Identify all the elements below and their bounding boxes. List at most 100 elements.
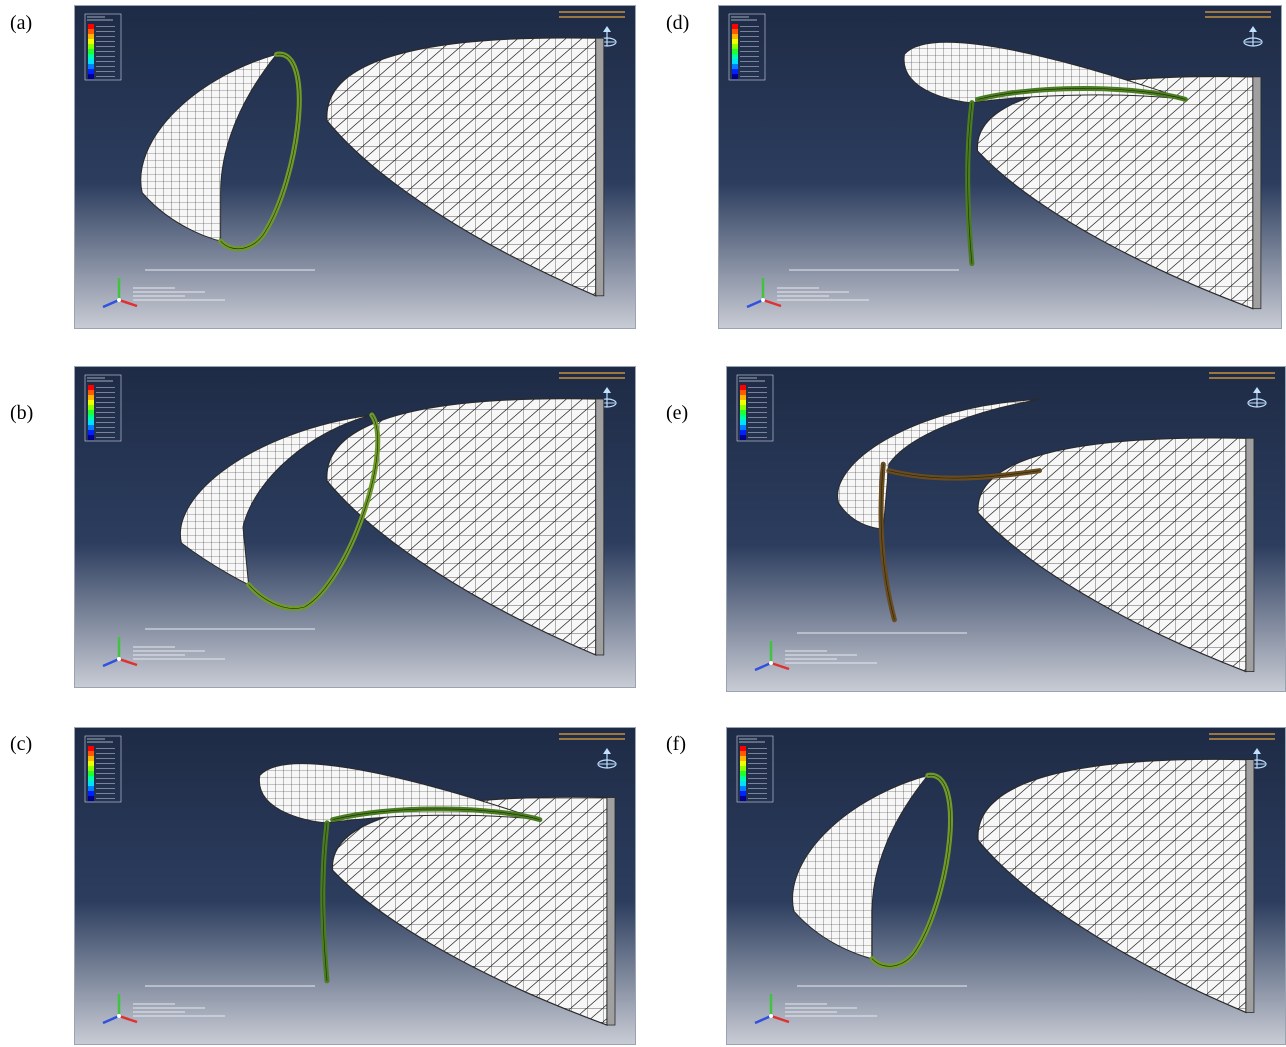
annotation-text bbox=[133, 985, 315, 1017]
fixed-shell bbox=[977, 437, 1247, 673]
axis-triad-icon bbox=[754, 994, 790, 1025]
legend-swatch bbox=[88, 59, 94, 64]
axis-triad-icon bbox=[754, 641, 790, 672]
legend-swatch bbox=[732, 64, 738, 69]
legend-swatch bbox=[88, 415, 94, 420]
legend-swatch bbox=[88, 44, 94, 49]
shell-edge bbox=[1245, 437, 1255, 672]
legend-swatch bbox=[740, 400, 746, 405]
contour-legend bbox=[84, 735, 122, 803]
legend-swatch bbox=[88, 751, 94, 756]
legend-swatch bbox=[732, 39, 738, 44]
panel-label-d: (d) bbox=[666, 12, 690, 34]
simulation-viewport-a bbox=[74, 5, 636, 329]
legend-swatch bbox=[740, 756, 746, 761]
contour-legend bbox=[736, 374, 774, 442]
stressed-band-edge bbox=[871, 775, 951, 967]
legend-swatch bbox=[88, 395, 94, 400]
step-time-text bbox=[1209, 733, 1275, 740]
annotation-text bbox=[133, 269, 315, 301]
legend-swatch bbox=[88, 771, 94, 776]
legend-swatch bbox=[740, 395, 746, 400]
legend-swatch bbox=[88, 54, 94, 59]
legend-swatch bbox=[88, 746, 94, 751]
axis-triad-icon bbox=[102, 637, 138, 668]
legend-swatch bbox=[88, 435, 94, 440]
legend-swatch bbox=[88, 34, 94, 39]
legend-swatch bbox=[740, 761, 746, 766]
legend-swatch bbox=[88, 776, 94, 781]
legend-swatch bbox=[740, 390, 746, 395]
legend-swatch bbox=[88, 39, 94, 44]
annotation-text bbox=[133, 628, 315, 660]
legend-swatch bbox=[88, 761, 94, 766]
legend-swatch bbox=[740, 791, 746, 796]
legend-swatch bbox=[740, 796, 746, 801]
legend-swatch bbox=[740, 771, 746, 776]
legend-swatch bbox=[88, 69, 94, 74]
contour-legend bbox=[84, 374, 122, 442]
deforming-flap bbox=[179, 414, 372, 586]
legend-swatch bbox=[88, 796, 94, 801]
legend-swatch bbox=[732, 44, 738, 49]
legend-swatch bbox=[88, 405, 94, 410]
step-time-text bbox=[559, 372, 625, 379]
axis-triad-icon bbox=[102, 278, 138, 309]
view-cube-icon bbox=[597, 748, 617, 769]
legend-swatch bbox=[88, 425, 94, 430]
stressed-band-edge bbox=[248, 414, 379, 609]
legend-swatch bbox=[732, 69, 738, 74]
shell-edge bbox=[1252, 76, 1262, 310]
legend-swatch bbox=[740, 766, 746, 771]
legend-swatch bbox=[88, 29, 94, 34]
legend-swatch bbox=[740, 430, 746, 435]
panel-label-e: (e) bbox=[666, 402, 689, 424]
legend-swatch bbox=[88, 420, 94, 425]
legend-swatch bbox=[88, 786, 94, 791]
stressed-band-edge bbox=[322, 808, 540, 981]
view-cube-icon bbox=[1247, 387, 1267, 408]
axis-triad-icon bbox=[102, 994, 138, 1025]
legend-swatch bbox=[732, 59, 738, 64]
legend-swatch bbox=[88, 74, 94, 79]
deforming-flap bbox=[837, 398, 1040, 530]
simulation-viewport-b bbox=[74, 366, 636, 688]
legend-swatch bbox=[740, 410, 746, 415]
deforming-flap bbox=[792, 774, 930, 960]
legend-swatch bbox=[88, 410, 94, 415]
legend-swatch bbox=[88, 385, 94, 390]
legend-swatch bbox=[740, 786, 746, 791]
legend-swatch bbox=[732, 29, 738, 34]
shell-edge bbox=[595, 37, 605, 297]
legend-swatch bbox=[732, 49, 738, 54]
legend-swatch bbox=[88, 791, 94, 796]
legend-swatch bbox=[740, 746, 746, 751]
annotation-text bbox=[777, 269, 959, 301]
fixed-shell bbox=[326, 398, 597, 656]
annotation-text bbox=[785, 985, 967, 1017]
simulation-viewport-c bbox=[74, 727, 636, 1045]
simulation-viewport-d bbox=[718, 5, 1282, 329]
legend-swatch bbox=[88, 400, 94, 405]
legend-swatch bbox=[732, 34, 738, 39]
legend-swatch bbox=[88, 756, 94, 761]
legend-swatch bbox=[740, 420, 746, 425]
legend-swatch bbox=[732, 74, 738, 79]
legend-swatch bbox=[740, 435, 746, 440]
legend-swatch bbox=[740, 385, 746, 390]
shell-edge bbox=[606, 797, 616, 1026]
legend-swatch bbox=[88, 390, 94, 395]
shell-edge bbox=[1245, 759, 1255, 1013]
simulation-viewport-f bbox=[726, 727, 1286, 1045]
legend-swatch bbox=[740, 776, 746, 781]
annotation-text bbox=[785, 632, 967, 664]
stressed-band-edge bbox=[220, 53, 300, 250]
simulation-viewport-e bbox=[726, 366, 1286, 692]
legend-swatch bbox=[88, 430, 94, 435]
legend-swatch bbox=[732, 24, 738, 29]
fixed-shell bbox=[326, 37, 597, 297]
legend-swatch bbox=[88, 24, 94, 29]
deforming-flap bbox=[140, 53, 278, 242]
legend-swatch bbox=[740, 405, 746, 410]
contour-legend bbox=[84, 13, 122, 81]
